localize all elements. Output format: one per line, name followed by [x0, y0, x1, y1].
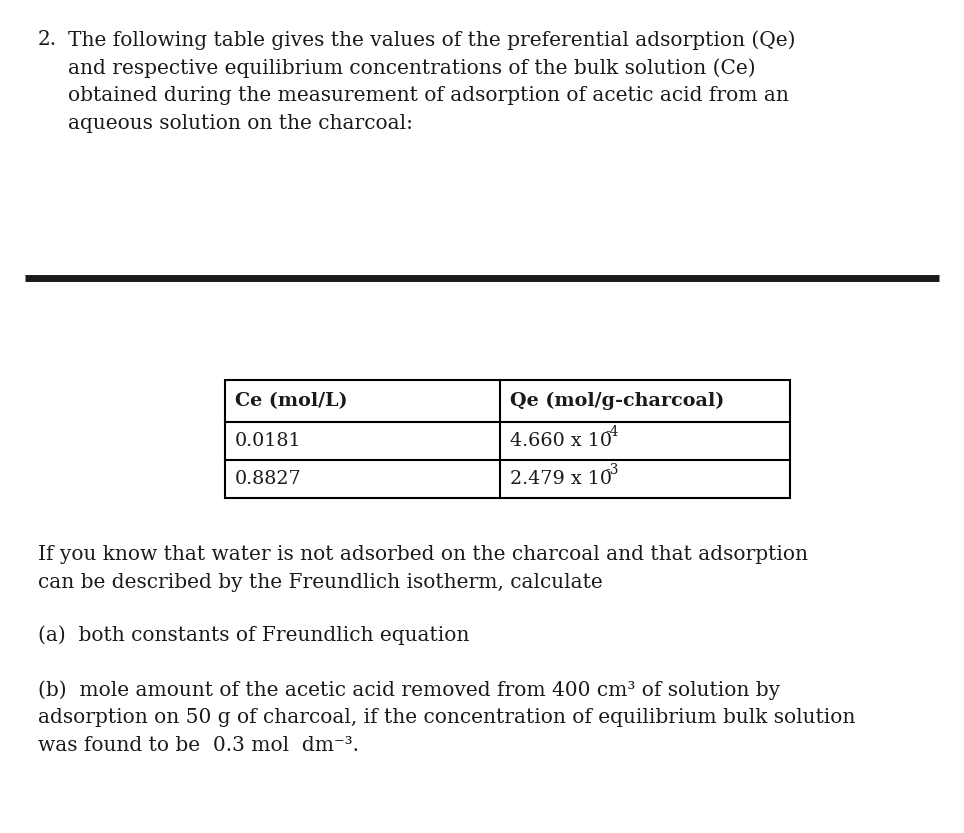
- Text: and respective equilibrium concentrations of the bulk solution (Ce): and respective equilibrium concentration…: [68, 58, 756, 77]
- Text: The following table gives the values of the preferential adsorption (Qe): The following table gives the values of …: [68, 30, 795, 50]
- Text: obtained during the measurement of adsorption of acetic acid from an: obtained during the measurement of adsor…: [68, 86, 789, 105]
- Text: 2.: 2.: [38, 30, 57, 49]
- Text: (b)  mole amount of the acetic acid removed from 400 cm³ of solution by: (b) mole amount of the acetic acid remov…: [38, 680, 780, 700]
- Text: (a)  both constants of Freundlich equation: (a) both constants of Freundlich equatio…: [38, 625, 469, 645]
- Text: 4.660 x 10: 4.660 x 10: [510, 432, 612, 450]
- Text: -3: -3: [605, 463, 619, 477]
- Text: Ce (mol/L): Ce (mol/L): [235, 392, 348, 410]
- Text: was found to be  0.3 mol  dm⁻³.: was found to be 0.3 mol dm⁻³.: [38, 736, 359, 755]
- Text: If you know that water is not adsorbed on the charcoal and that adsorption: If you know that water is not adsorbed o…: [38, 545, 808, 564]
- Text: 0.0181: 0.0181: [235, 432, 302, 450]
- Bar: [225, 380, 790, 498]
- Text: Qe (mol/g-charcoal): Qe (mol/g-charcoal): [510, 392, 724, 410]
- Text: can be described by the Freundlich isotherm, calculate: can be described by the Freundlich isoth…: [38, 573, 602, 592]
- Text: 2.479 x 10: 2.479 x 10: [510, 470, 612, 488]
- Text: aqueous solution on the charcoal:: aqueous solution on the charcoal:: [68, 114, 413, 133]
- Text: 0.8827: 0.8827: [235, 470, 302, 488]
- Text: -4: -4: [605, 425, 619, 439]
- Text: adsorption on 50 g of charcoal, if the concentration of equilibrium bulk solutio: adsorption on 50 g of charcoal, if the c…: [38, 708, 855, 727]
